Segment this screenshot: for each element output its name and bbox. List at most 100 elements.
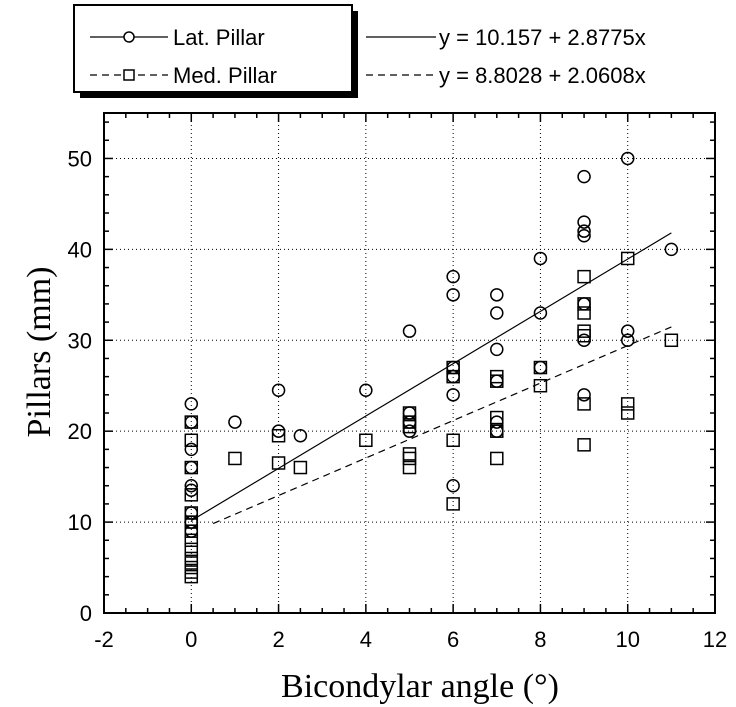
med-pillar-point	[184, 506, 199, 520]
med-pillar-point	[577, 269, 591, 284]
med-pillar-point	[577, 397, 591, 411]
med-pillar-point	[184, 542, 199, 557]
lat-pillar-point	[533, 251, 548, 266]
lat-pillar-point	[446, 288, 460, 302]
lat-pillar-point	[577, 224, 591, 238]
x-tick-label: 0	[185, 627, 197, 652]
legend-series-label: Med. Pillar	[173, 63, 277, 88]
lat-pillar-point	[533, 360, 548, 375]
med-pillar-point	[664, 333, 679, 348]
lat-pillar-point	[184, 442, 199, 457]
med-pillar-point	[446, 369, 460, 384]
med-pillar-point	[490, 410, 504, 425]
legend-box	[73, 4, 353, 93]
lat-pillar-point	[359, 383, 373, 398]
lat-pillar-point	[490, 306, 504, 320]
lat-pillar-point	[490, 288, 504, 302]
y-tick-label: 50	[68, 146, 92, 171]
lat-pillar-point	[228, 415, 242, 429]
data-points	[184, 151, 679, 584]
lat-pillar-point	[664, 242, 679, 257]
lat-pillar-point	[184, 460, 199, 475]
med-pillar-point	[402, 460, 417, 475]
med-pillar-point	[402, 447, 417, 461]
med-pillar-point	[490, 424, 504, 438]
x-tick-label: -2	[94, 627, 114, 652]
lat-pillar-point	[620, 324, 635, 338]
med-pillar-point	[184, 515, 199, 529]
med-pillar-point	[184, 524, 199, 538]
lat-pillar-point	[446, 478, 460, 493]
med-pillar-point	[490, 451, 504, 466]
med-pillar-point	[577, 297, 591, 311]
med-pillar-point	[620, 406, 635, 420]
med-pillar-point	[620, 251, 635, 266]
legend-series-marker	[123, 31, 135, 43]
x-tick-label: 12	[703, 627, 727, 652]
med-pillar-point	[490, 374, 504, 388]
lat-pillar-point	[577, 388, 591, 402]
med-pillar-point	[184, 551, 199, 566]
y-axis-label: Pillars (mm)	[21, 267, 58, 438]
med-pillar-point	[184, 460, 199, 475]
med-pillar-point	[271, 428, 286, 443]
y-tick-label: 10	[68, 510, 92, 535]
med-pillar-point	[402, 451, 417, 466]
y-tick-label: 40	[68, 237, 92, 262]
grid	[104, 113, 715, 613]
med-pillar-point	[533, 378, 548, 393]
med-pillar-point	[359, 433, 373, 448]
fit-lines	[190, 232, 672, 525]
lat-pillar-point	[577, 169, 591, 184]
med-pillar-point	[228, 451, 242, 466]
x-tick-label: 10	[615, 627, 639, 652]
lat-pillar-point	[446, 369, 460, 384]
legend-series-marker	[123, 69, 135, 81]
med-pillar-point	[271, 456, 286, 470]
lat-pillar-point	[446, 269, 460, 284]
plot-frame	[103, 112, 716, 614]
lat-pillar-point	[271, 424, 286, 438]
med-pillar-point	[184, 569, 199, 584]
legend-series-label: Lat. Pillar	[173, 25, 265, 50]
lat-pillar-point	[577, 228, 591, 243]
lat-pillar-point	[402, 424, 417, 438]
legend-fit-label: y = 8.8028 + 2.0608x	[439, 63, 646, 88]
legend-fit-label: y = 10.157 + 2.8775x	[439, 25, 646, 50]
x-tick-label: 4	[360, 627, 372, 652]
lat-pillar-point	[620, 151, 635, 166]
med-pillar-point	[577, 328, 591, 343]
med-pillar-point	[184, 533, 199, 548]
lat-pillar-point	[490, 342, 504, 357]
y-tick-label: 30	[68, 328, 92, 353]
med-pillar-point	[446, 360, 460, 375]
lat-pillar-point	[184, 478, 199, 493]
fit-line	[190, 232, 672, 522]
med-pillar-point	[184, 560, 199, 575]
lat-pillar-point	[577, 215, 591, 229]
med-pillar-point	[184, 433, 199, 448]
med-pillar-point	[577, 438, 591, 452]
med-pillar-point	[184, 488, 199, 502]
legend-items: Lat. Pillar y = 10.157 + 2.8775x Med. Pill…	[90, 25, 646, 88]
legend: Lat. Pillar y = 10.157 + 2.8775x Med. Pill…	[73, 4, 646, 98]
lat-pillar-point	[184, 524, 199, 538]
lat-pillar-point	[620, 333, 635, 348]
lat-pillar-point	[533, 306, 548, 320]
fit-line	[212, 326, 672, 525]
med-pillar-point	[184, 415, 199, 429]
med-pillar-point	[293, 460, 308, 475]
y-tick-label: 20	[68, 419, 92, 444]
med-pillar-point	[620, 397, 635, 411]
med-pillar-point	[402, 419, 417, 434]
y-tick-label: 0	[80, 601, 92, 626]
med-pillar-point	[446, 497, 460, 511]
med-pillar-point	[446, 433, 460, 448]
plot-border	[103, 112, 716, 614]
x-tick-label: 8	[534, 627, 546, 652]
lat-pillar-point	[446, 388, 460, 402]
lat-pillar-point	[293, 428, 308, 443]
med-pillar-point	[184, 556, 199, 570]
